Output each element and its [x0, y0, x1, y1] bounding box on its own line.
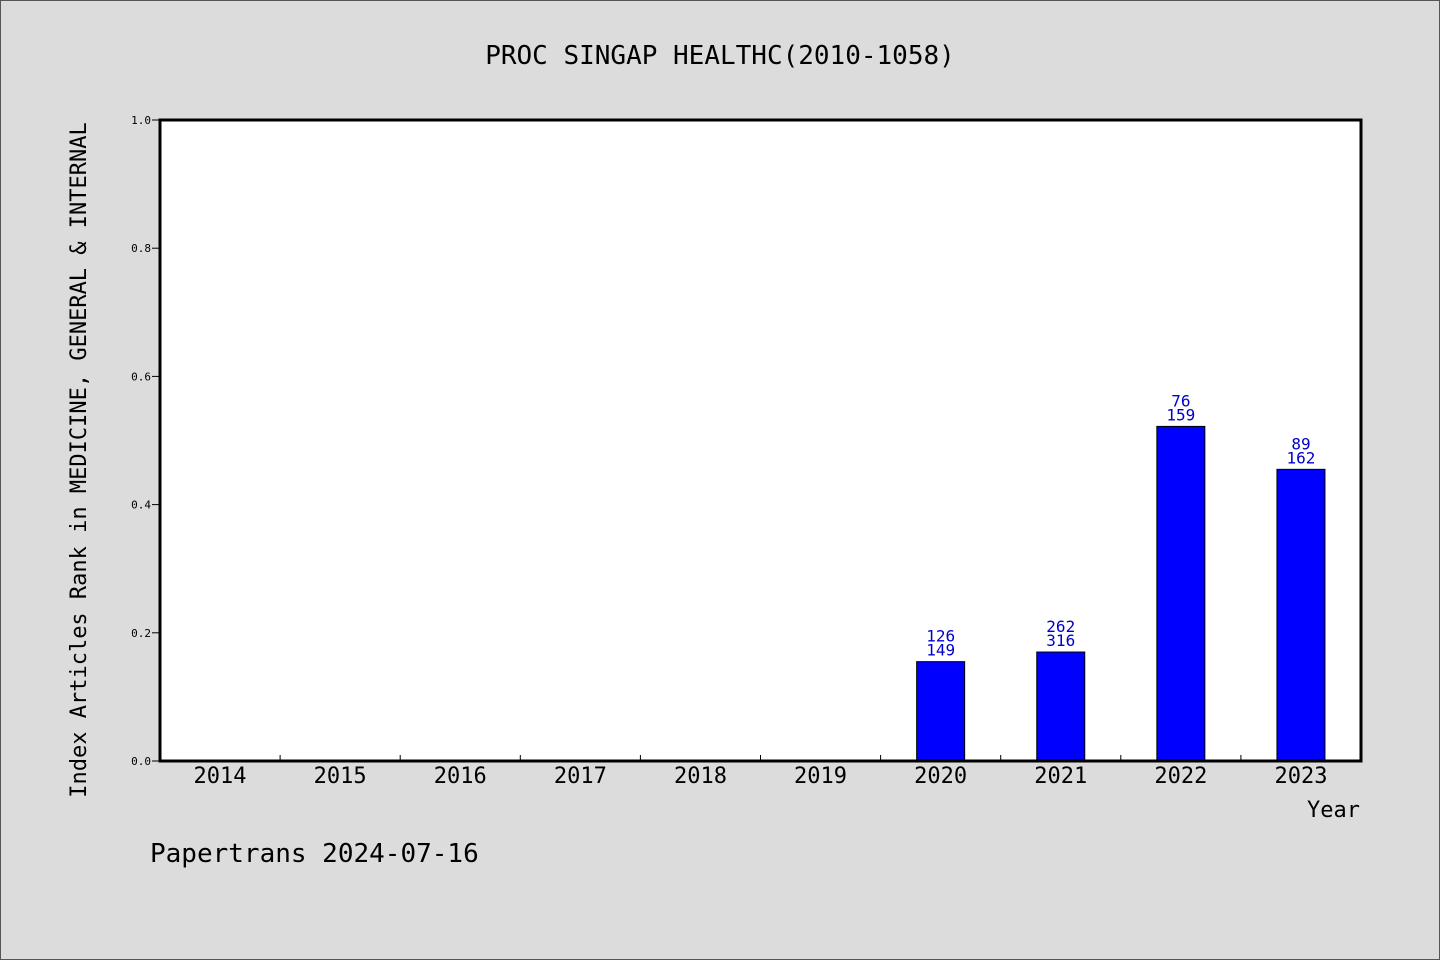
y-tick-label: 0.6 — [131, 370, 151, 383]
data-label-bottom-2022: 159 — [1166, 405, 1195, 424]
y-tick-label: 0.0 — [131, 755, 151, 768]
x-tick-label: 2016 — [434, 764, 487, 789]
x-tick-label: 2018 — [674, 764, 727, 789]
bar-2020 — [916, 661, 966, 762]
y-axis-label: Index Articles Rank in MEDICINE, GENERAL… — [67, 122, 92, 798]
y-tick-label: 0.4 — [131, 499, 151, 512]
x-tick-label: 2023 — [1274, 764, 1327, 789]
x-tick-label: 2017 — [554, 764, 607, 789]
x-tick-label: 2019 — [794, 764, 847, 789]
chart-title: PROC SINGAP HEALTHC(2010-1058) — [485, 41, 955, 71]
bar-2023 — [1276, 468, 1326, 762]
plot-frame — [158, 118, 1363, 763]
data-label-bottom-2021: 316 — [1046, 631, 1075, 650]
data-label-top-2021: 262 — [1046, 617, 1075, 636]
data-label-top-2022: 76 — [1171, 391, 1190, 410]
x-tick-label: 2021 — [1034, 764, 1087, 789]
x-tick-label: 2020 — [914, 764, 967, 789]
x-axis-label: Year — [1307, 798, 1360, 823]
bar-2021 — [1036, 651, 1086, 762]
x-tick-label: 2022 — [1154, 764, 1207, 789]
footer-credit: Papertrans 2024-07-16 — [150, 839, 479, 869]
y-tick-label: 0.8 — [131, 242, 151, 255]
y-tick-label: 0.2 — [131, 627, 151, 640]
data-label-bottom-2023: 162 — [1286, 448, 1315, 467]
bar-2022 — [1156, 425, 1206, 762]
data-label-bottom-2020: 149 — [926, 641, 955, 660]
data-label-top-2020: 126 — [926, 627, 955, 646]
x-tick-label: 2015 — [314, 764, 367, 789]
data-label-top-2023: 89 — [1291, 434, 1310, 453]
ticks-group: 0.0 0.2 0.4 0.6 0.8 1.0 2014 2015 2016 2017 2018 20… — [131, 114, 1327, 789]
y-tick-label: 1.0 — [131, 114, 151, 127]
x-tick-label: 2014 — [194, 764, 247, 789]
